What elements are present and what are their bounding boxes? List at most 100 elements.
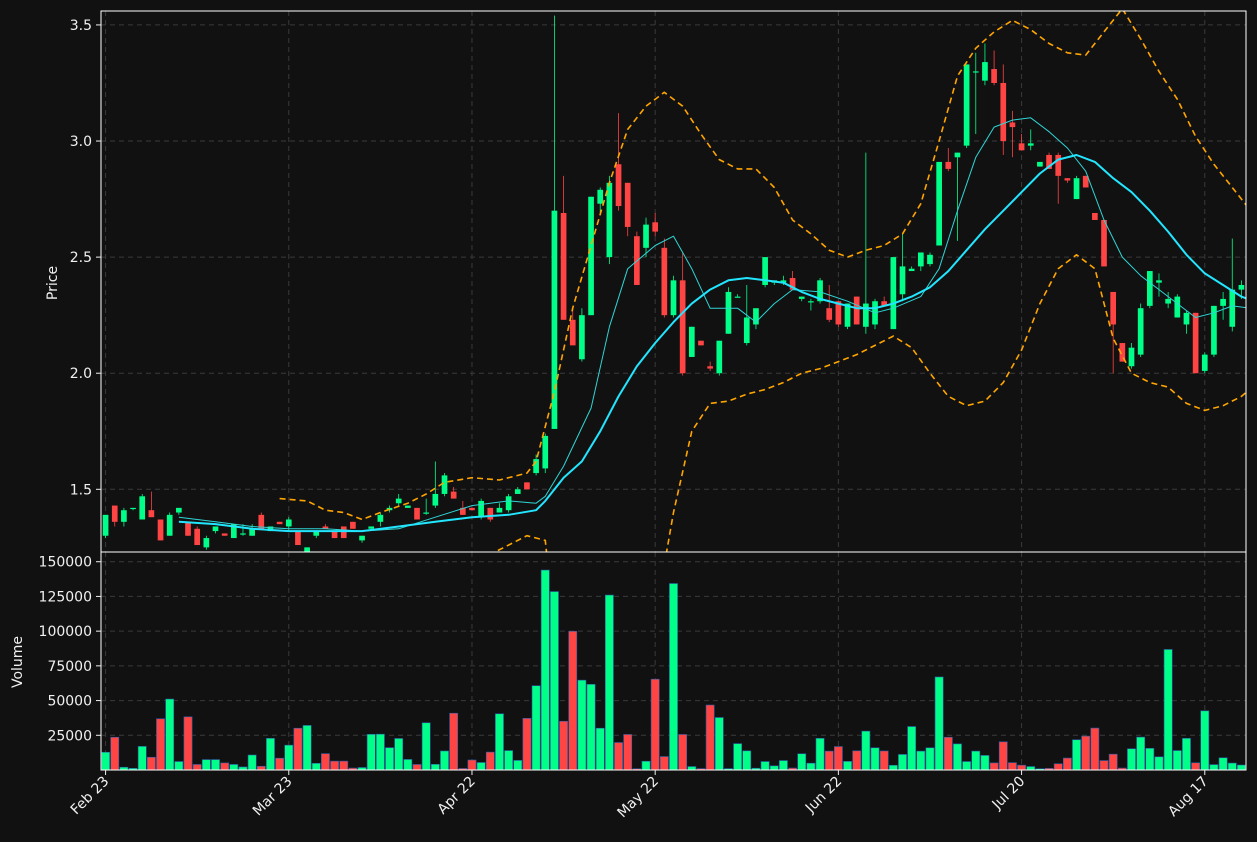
candle-body bbox=[899, 266, 906, 295]
price-tick-label: 3.0 bbox=[70, 134, 92, 150]
candle-body bbox=[405, 505, 411, 508]
candle bbox=[1192, 312, 1199, 374]
candle-body bbox=[514, 489, 521, 494]
candle-body bbox=[1082, 175, 1089, 188]
candle-body bbox=[359, 535, 365, 541]
candle-body bbox=[377, 514, 384, 522]
volume-bar bbox=[440, 750, 449, 770]
volume-tick-label: 75000 bbox=[47, 659, 92, 675]
candle bbox=[927, 252, 933, 267]
candle bbox=[139, 493, 146, 520]
volume-bar bbox=[779, 760, 788, 770]
candle-body bbox=[936, 161, 942, 246]
candle bbox=[560, 175, 567, 320]
candle bbox=[615, 113, 622, 211]
candle-body bbox=[304, 547, 310, 552]
volume-tick-label: 150000 bbox=[39, 555, 92, 571]
candle bbox=[350, 521, 356, 529]
candle bbox=[102, 514, 109, 539]
volume-bar bbox=[302, 725, 312, 770]
volume-bar bbox=[962, 761, 971, 770]
candle bbox=[194, 526, 201, 546]
volume-y-ticks: 25000 50000 75000 100000 125000 150000 bbox=[39, 555, 101, 744]
volume-bar bbox=[925, 747, 935, 770]
candle bbox=[1055, 152, 1062, 204]
candle-body bbox=[1009, 122, 1016, 128]
candle-body bbox=[688, 326, 695, 357]
volume-bar bbox=[1081, 735, 1091, 770]
candle-body bbox=[1156, 280, 1162, 283]
candle-body bbox=[533, 459, 539, 474]
volume-bar bbox=[1163, 649, 1173, 770]
candle-body bbox=[1229, 289, 1236, 327]
volume-bar bbox=[760, 761, 770, 770]
volume-bar bbox=[1227, 762, 1237, 770]
candle bbox=[963, 64, 970, 148]
volume-bar bbox=[898, 754, 907, 770]
candle bbox=[808, 298, 814, 311]
volume-bar bbox=[1154, 756, 1164, 770]
candle bbox=[542, 433, 549, 474]
candle bbox=[1174, 294, 1181, 318]
candle bbox=[753, 308, 759, 330]
volume-bar bbox=[705, 704, 715, 770]
price-tick-label: 3.5 bbox=[70, 18, 92, 34]
candle bbox=[1073, 175, 1080, 200]
candle-body bbox=[661, 247, 668, 316]
volume-tick-label: 100000 bbox=[39, 624, 92, 640]
volume-bar bbox=[476, 762, 486, 770]
candle-body bbox=[432, 493, 439, 506]
candle bbox=[487, 507, 494, 522]
candle bbox=[835, 301, 842, 327]
candle-body bbox=[963, 64, 970, 146]
volume-bar bbox=[879, 750, 889, 770]
candle bbox=[304, 547, 310, 552]
candle bbox=[313, 531, 320, 539]
volume-bar bbox=[659, 756, 669, 770]
candle bbox=[1220, 291, 1226, 320]
volume-bar bbox=[183, 716, 193, 770]
candle bbox=[1018, 134, 1025, 151]
candle bbox=[423, 498, 430, 515]
upper-band-line bbox=[279, 11, 1246, 521]
candle bbox=[1101, 219, 1107, 267]
candle-body bbox=[908, 268, 915, 272]
volume-bar bbox=[1017, 764, 1026, 770]
candle-body bbox=[505, 496, 512, 511]
volume-tick-label: 50000 bbox=[47, 694, 92, 710]
candle-body bbox=[203, 538, 210, 548]
candle-body bbox=[1000, 82, 1007, 142]
volume-bar bbox=[1136, 736, 1146, 770]
candle bbox=[853, 296, 860, 325]
volume-bar bbox=[1099, 760, 1109, 770]
price-axis-label: Price bbox=[45, 266, 61, 300]
volume-bar bbox=[1172, 750, 1182, 770]
candle bbox=[670, 275, 677, 318]
candle-body bbox=[643, 224, 649, 248]
candle-body bbox=[1037, 161, 1043, 167]
volume-panel: 25000 50000 75000 100000 125000 150000 Volume bbox=[10, 551, 1247, 771]
candle bbox=[634, 231, 640, 285]
candle-body bbox=[1201, 354, 1208, 371]
candle-body bbox=[139, 496, 146, 520]
candle bbox=[881, 296, 888, 306]
candle-body bbox=[441, 475, 448, 494]
candle-body bbox=[569, 319, 576, 346]
volume-bar bbox=[1145, 748, 1155, 770]
candle-body bbox=[1092, 213, 1098, 220]
candle bbox=[698, 340, 704, 346]
candle-body bbox=[863, 303, 869, 327]
candle-body bbox=[972, 71, 979, 73]
candle bbox=[1229, 238, 1236, 332]
candle bbox=[148, 491, 155, 518]
volume-bar bbox=[714, 717, 724, 770]
candle bbox=[1201, 352, 1208, 374]
volume-bar bbox=[137, 746, 147, 770]
volume-bar bbox=[1053, 763, 1063, 770]
candle bbox=[936, 161, 942, 246]
candle-body bbox=[221, 533, 228, 536]
candle bbox=[1119, 343, 1126, 362]
candle-body bbox=[679, 280, 686, 374]
volume-bar bbox=[971, 750, 981, 770]
volume-bar bbox=[1063, 757, 1072, 770]
